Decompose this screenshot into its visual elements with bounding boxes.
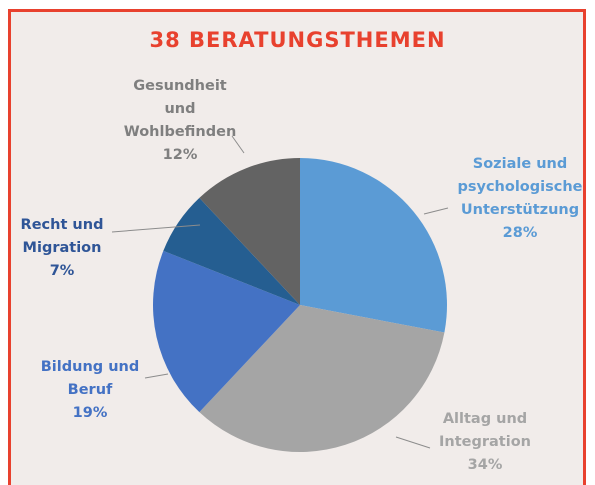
category-label: Gesundheit und Wohlbefinden (123, 78, 237, 140)
leader-line (144, 373, 169, 379)
value-label: 19% (72, 405, 108, 421)
category-label: Recht und Migration (20, 217, 104, 256)
category-label: Alltag und Integration (439, 411, 531, 450)
value-label: 28% (502, 225, 538, 241)
chart-title: 38 BERATUNGSTHEMEN (149, 28, 446, 52)
slice-label: Alltag und Integration 34% (405, 408, 565, 477)
category-label: Soziale und psychologische Unterstützung (457, 156, 583, 218)
category-label: Bildung und Beruf (40, 359, 140, 398)
leader-line (111, 224, 201, 233)
value-label: 12% (162, 147, 198, 163)
value-label: 34% (467, 457, 503, 473)
value-label: 7% (49, 263, 75, 279)
leader-line (423, 207, 449, 215)
pie-slice (199, 158, 300, 305)
pie-slice (153, 250, 300, 413)
pie-slice (163, 197, 300, 305)
leader-line (395, 436, 431, 449)
pie-slice (300, 158, 447, 333)
slice-label: Bildung und Beruf 19% (10, 356, 170, 425)
pie-slice (199, 305, 445, 452)
leader-line (231, 135, 245, 154)
slice-label: Recht und Migration 7% (0, 214, 142, 283)
slice-label: Gesundheit und Wohlbefinden 12% (100, 75, 260, 167)
slice-label: Soziale und psychologische Unterstützung… (440, 153, 595, 245)
